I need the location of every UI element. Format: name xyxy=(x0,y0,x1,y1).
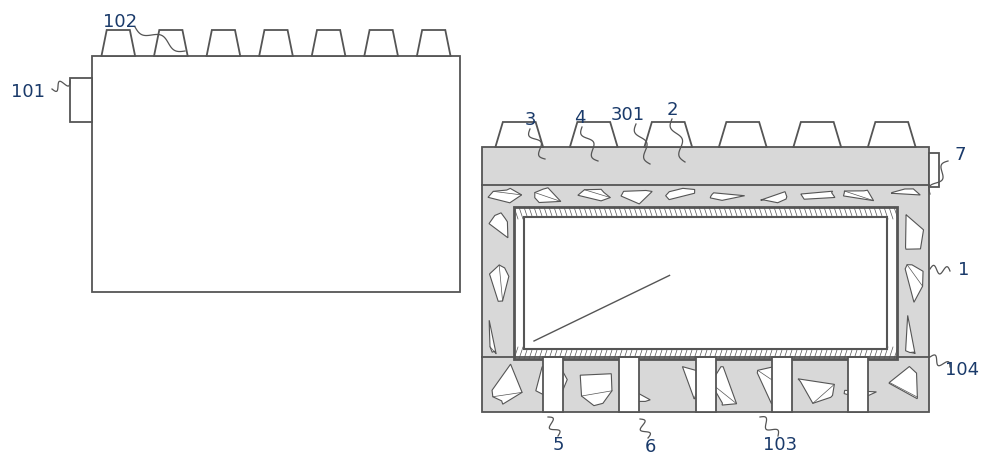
Polygon shape xyxy=(543,357,563,412)
Polygon shape xyxy=(868,123,916,148)
Polygon shape xyxy=(801,192,835,200)
Polygon shape xyxy=(891,189,920,196)
Polygon shape xyxy=(489,321,496,354)
Polygon shape xyxy=(580,374,612,406)
Polygon shape xyxy=(711,367,737,405)
Bar xyxy=(515,208,896,220)
Polygon shape xyxy=(619,357,639,412)
Bar xyxy=(70,79,92,123)
Polygon shape xyxy=(207,31,240,57)
Polygon shape xyxy=(719,123,767,148)
Polygon shape xyxy=(843,191,874,201)
Polygon shape xyxy=(793,123,841,148)
Text: 101: 101 xyxy=(11,83,45,101)
Polygon shape xyxy=(761,192,787,203)
Text: 103: 103 xyxy=(763,435,797,453)
Polygon shape xyxy=(905,265,923,303)
Polygon shape xyxy=(536,367,567,401)
Polygon shape xyxy=(535,188,561,203)
Polygon shape xyxy=(844,390,876,403)
Bar xyxy=(514,208,897,359)
Text: 4: 4 xyxy=(574,109,586,127)
Polygon shape xyxy=(492,365,522,404)
Polygon shape xyxy=(889,367,917,399)
Bar xyxy=(524,218,887,349)
Polygon shape xyxy=(906,215,924,250)
Text: 6: 6 xyxy=(644,437,656,455)
Polygon shape xyxy=(101,31,135,57)
Polygon shape xyxy=(495,123,543,148)
Polygon shape xyxy=(906,316,915,354)
Polygon shape xyxy=(757,367,788,404)
Bar xyxy=(929,154,939,188)
Text: 5: 5 xyxy=(552,435,564,453)
Text: 301: 301 xyxy=(611,106,645,124)
Polygon shape xyxy=(621,191,652,205)
Bar xyxy=(92,57,460,292)
Polygon shape xyxy=(488,189,522,203)
Polygon shape xyxy=(312,31,345,57)
Polygon shape xyxy=(364,31,398,57)
Polygon shape xyxy=(490,266,509,302)
Text: 7: 7 xyxy=(954,146,966,164)
Polygon shape xyxy=(666,189,695,200)
Polygon shape xyxy=(798,379,834,404)
Polygon shape xyxy=(623,385,650,402)
Text: 1: 1 xyxy=(958,260,970,278)
Polygon shape xyxy=(772,357,792,412)
Polygon shape xyxy=(682,367,700,399)
Text: 104: 104 xyxy=(945,360,979,378)
Text: 2: 2 xyxy=(666,101,678,119)
Polygon shape xyxy=(710,193,745,201)
Polygon shape xyxy=(489,213,508,238)
Polygon shape xyxy=(644,123,692,148)
Text: 102: 102 xyxy=(103,13,137,31)
Polygon shape xyxy=(578,190,610,201)
Polygon shape xyxy=(570,123,618,148)
Polygon shape xyxy=(259,31,293,57)
Polygon shape xyxy=(417,31,451,57)
Polygon shape xyxy=(848,357,868,412)
Polygon shape xyxy=(154,31,188,57)
Polygon shape xyxy=(696,357,716,412)
Bar xyxy=(482,148,929,412)
Text: 3: 3 xyxy=(524,111,536,129)
